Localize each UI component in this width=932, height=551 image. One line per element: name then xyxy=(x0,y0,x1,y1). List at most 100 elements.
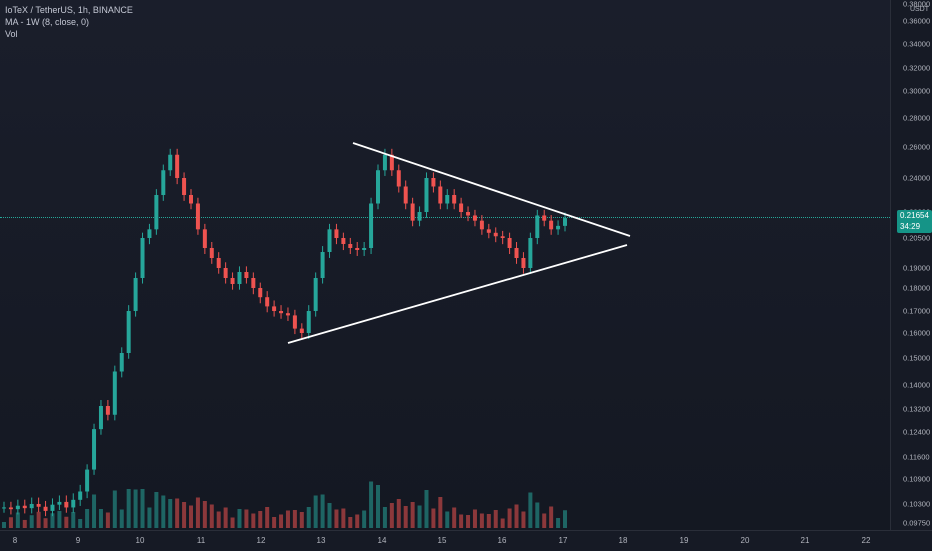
candle-body xyxy=(535,215,540,238)
candle-body xyxy=(36,504,41,507)
last-price-value: 0.21654 xyxy=(900,211,929,220)
volume-bar xyxy=(154,492,159,528)
candle-body xyxy=(92,429,97,470)
time-tick-label: 18 xyxy=(618,536,628,545)
price-tick-label: 0.19000 xyxy=(903,263,931,273)
time-axis[interactable]: 8 9 10 11 12 13 14 15 16 17 18 19 20 21 22 xyxy=(0,530,932,551)
price-chart[interactable] xyxy=(0,0,890,530)
support-trendline[interactable] xyxy=(287,244,628,344)
price-tick-label: 0.15000 xyxy=(903,353,931,363)
time-tick-label: 20 xyxy=(740,536,750,545)
volume-bar xyxy=(500,518,505,528)
time-tick-label: 17 xyxy=(558,536,568,545)
volume-bar xyxy=(417,505,422,528)
volume-bar xyxy=(147,507,152,528)
volume-bar xyxy=(521,511,526,528)
candle-body xyxy=(133,278,138,311)
volume-bar xyxy=(389,503,394,528)
candle-body xyxy=(119,353,124,372)
volume-bar xyxy=(105,512,110,528)
candle-body xyxy=(327,229,332,252)
volume-bar xyxy=(556,518,561,528)
volume-bar xyxy=(424,490,429,528)
candle-body xyxy=(182,178,187,195)
candle-body xyxy=(140,238,145,278)
time-tick-label: 13 xyxy=(316,536,326,545)
candle-body xyxy=(98,406,103,430)
candle-body xyxy=(514,248,519,258)
volume-bar xyxy=(98,509,103,528)
candle-body xyxy=(175,154,180,178)
candle-body xyxy=(29,504,34,509)
volume-bar xyxy=(64,516,69,528)
candle-body xyxy=(362,248,367,250)
volume-bar xyxy=(92,494,97,528)
candle-body xyxy=(216,258,221,268)
price-tick-label: 0.10300 xyxy=(903,499,931,509)
volume-bar xyxy=(514,504,519,528)
time-tick-label: 19 xyxy=(679,536,689,545)
candle-body xyxy=(112,371,117,415)
candle-body xyxy=(472,215,477,221)
candle-body xyxy=(445,195,450,204)
volume-bar xyxy=(382,507,387,528)
volume-bar xyxy=(195,497,200,528)
legend-ma-indicator[interactable]: MA - 1W (8, close, 0) xyxy=(5,17,90,27)
candle-body xyxy=(189,195,193,204)
volume-bar xyxy=(313,495,318,528)
bar-countdown: 34:29 xyxy=(900,222,921,231)
time-tick-label: 21 xyxy=(800,536,810,545)
candle-body xyxy=(161,170,166,195)
candle-body xyxy=(265,297,270,307)
candle-body xyxy=(556,225,561,230)
legend-volume-indicator[interactable]: Vol xyxy=(5,29,18,39)
volume-bar xyxy=(230,517,235,528)
price-axis[interactable]: USDT 0.38000 0.36000 0.34000 0.32000 0.30000… xyxy=(890,0,932,530)
candle-body xyxy=(209,248,214,258)
volume-bar xyxy=(396,499,401,528)
candle-body xyxy=(258,288,263,298)
volume-bar xyxy=(431,508,436,528)
candle-body xyxy=(500,236,505,238)
candle-body xyxy=(452,195,457,204)
volume-bar xyxy=(348,517,353,528)
volume-bar xyxy=(140,489,145,528)
candle-body xyxy=(313,278,318,311)
candle-body xyxy=(64,501,69,508)
time-tick-label: 12 xyxy=(256,536,266,545)
candle-body xyxy=(244,272,249,278)
legend-symbol-title[interactable]: IoTeX / TetherUS, 1h, BINANCE xyxy=(5,5,133,15)
price-tick-label: 0.32000 xyxy=(903,63,931,73)
resistance-trendline[interactable] xyxy=(352,142,631,237)
candle-body xyxy=(549,220,554,230)
price-tick-label: 0.24000 xyxy=(903,173,931,183)
price-tick-label: 0.14000 xyxy=(903,380,931,390)
volume-bar xyxy=(22,519,27,528)
candle-body xyxy=(459,203,464,212)
volume-bar xyxy=(216,511,221,528)
volume-bar xyxy=(362,510,367,528)
volume-bar xyxy=(292,510,297,528)
last-price-badge: 0.21654 34:29 xyxy=(897,210,932,233)
volume-bar xyxy=(285,510,290,528)
candle-body xyxy=(438,186,443,204)
volume-bar xyxy=(466,515,471,528)
candle-body xyxy=(299,328,304,333)
candle-body xyxy=(285,313,290,316)
time-tick-label: 10 xyxy=(135,536,145,545)
volume-bar xyxy=(479,513,484,528)
volume-bar xyxy=(486,514,491,528)
time-tick-label: 11 xyxy=(196,536,206,545)
volume-bar xyxy=(403,506,408,528)
price-tick-label: 0.17000 xyxy=(903,306,931,316)
volume-bar xyxy=(376,485,380,528)
candle-body xyxy=(105,406,110,415)
price-tick-label: 0.28000 xyxy=(903,113,931,123)
candle-body xyxy=(71,499,76,508)
price-tick-label: 0.10900 xyxy=(903,474,931,484)
volume-bar xyxy=(175,498,180,528)
volume-bar xyxy=(8,517,13,528)
volume-bar xyxy=(445,511,450,528)
last-price-line xyxy=(0,217,890,218)
chart-area[interactable] xyxy=(0,0,890,530)
